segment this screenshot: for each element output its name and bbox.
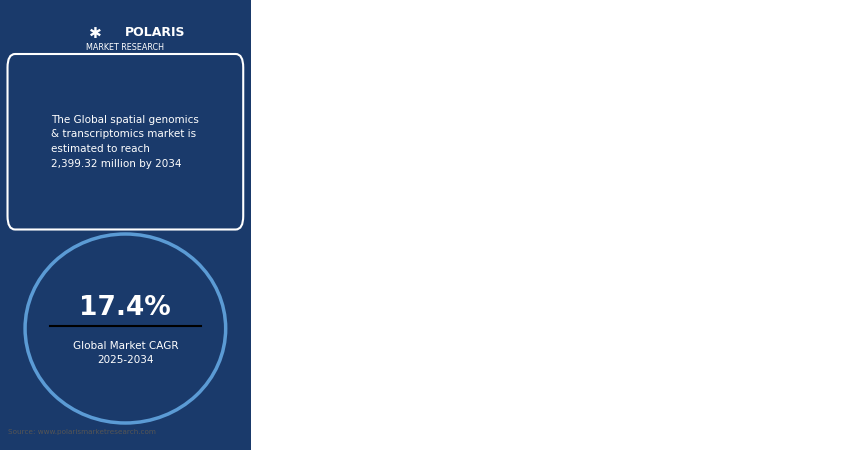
Bar bbox=[497, 312, 521, 314]
Bar bbox=[422, 328, 446, 332]
Bar bbox=[422, 325, 446, 326]
Bar bbox=[460, 328, 484, 336]
Bar bbox=[571, 294, 595, 296]
Bar bbox=[757, 201, 781, 207]
Bar bbox=[311, 345, 335, 351]
Text: The Global spatial genomics
& transcriptomics market is
estimated to reach
2,399: The Global spatial genomics & transcript… bbox=[52, 115, 199, 169]
Bar bbox=[385, 341, 410, 351]
Bar bbox=[720, 261, 744, 294]
Bar bbox=[348, 343, 372, 351]
Bar bbox=[683, 261, 707, 277]
Bar bbox=[497, 333, 521, 351]
Text: 17.4%: 17.4% bbox=[80, 295, 171, 321]
Bar bbox=[385, 329, 410, 330]
Bar bbox=[757, 242, 781, 282]
Bar bbox=[534, 304, 558, 306]
Ellipse shape bbox=[25, 234, 226, 423]
Bar bbox=[795, 267, 819, 351]
Text: MARKET RESEARCH: MARKET RESEARCH bbox=[87, 43, 164, 52]
Bar bbox=[609, 290, 632, 301]
Bar bbox=[497, 314, 521, 317]
Bar bbox=[757, 207, 781, 219]
Bar bbox=[274, 340, 297, 341]
Bar bbox=[348, 336, 372, 338]
Bar bbox=[720, 242, 744, 261]
Bar bbox=[422, 332, 446, 339]
Bar bbox=[795, 169, 819, 176]
Bar bbox=[683, 253, 707, 261]
Bar bbox=[609, 319, 632, 351]
Bar bbox=[646, 267, 670, 270]
Text: Spatial Genomics & Transcriptomics Market: Spatial Genomics & Transcriptomics Marke… bbox=[275, 23, 702, 41]
Bar bbox=[385, 330, 410, 332]
Bar bbox=[795, 190, 819, 219]
Bar bbox=[348, 338, 372, 343]
Bar bbox=[274, 343, 297, 346]
Bar bbox=[609, 282, 632, 284]
Text: Note: The images shown are for illustration purposes only and may not be an exac: Note: The images shown are for illustrat… bbox=[289, 429, 689, 435]
Bar bbox=[646, 277, 670, 290]
Text: POLARIS: POLARIS bbox=[125, 26, 185, 39]
Text: Source: www.polarismarketresearch.com: Source: www.polarismarketresearch.com bbox=[8, 429, 156, 435]
Bar bbox=[571, 296, 595, 301]
Bar bbox=[274, 346, 297, 351]
Bar bbox=[385, 332, 410, 335]
Legend: North America, Europe, Asia Pacific, Middle East & Africa, Latin America: North America, Europe, Asia Pacific, Mid… bbox=[308, 371, 793, 381]
Bar bbox=[646, 290, 670, 312]
Bar bbox=[720, 233, 744, 242]
Bar bbox=[609, 284, 632, 290]
Bar bbox=[348, 334, 372, 336]
Bar bbox=[646, 270, 670, 277]
Bar bbox=[422, 339, 446, 351]
Bar bbox=[571, 324, 595, 351]
Bar bbox=[497, 317, 521, 323]
Text: Global Market CAGR
2025-2034: Global Market CAGR 2025-2034 bbox=[72, 341, 178, 365]
Bar bbox=[683, 304, 707, 351]
Bar bbox=[311, 341, 335, 345]
Bar bbox=[460, 319, 484, 320]
Bar bbox=[311, 338, 335, 339]
Bar bbox=[683, 277, 707, 304]
Bar bbox=[534, 317, 558, 329]
Bar bbox=[757, 282, 781, 351]
Bar bbox=[497, 323, 521, 333]
Bar bbox=[534, 329, 558, 351]
Text: Size, By Region, 2020 - 2034 (USD Million): Size, By Region, 2020 - 2034 (USD Millio… bbox=[275, 60, 517, 70]
Bar bbox=[571, 301, 595, 309]
Bar bbox=[795, 219, 819, 267]
Bar bbox=[646, 312, 670, 351]
Bar bbox=[460, 323, 484, 328]
Bar bbox=[571, 309, 595, 324]
Bar bbox=[683, 249, 707, 253]
Bar bbox=[311, 339, 335, 341]
Bar bbox=[385, 335, 410, 341]
Bar bbox=[534, 310, 558, 317]
Bar bbox=[795, 176, 819, 190]
Text: 483.64: 483.64 bbox=[449, 303, 488, 313]
Bar bbox=[609, 301, 632, 319]
Text: ✱: ✱ bbox=[89, 26, 102, 41]
Bar bbox=[720, 227, 744, 233]
FancyBboxPatch shape bbox=[8, 54, 243, 230]
Bar bbox=[460, 320, 484, 323]
Bar bbox=[422, 326, 446, 328]
Bar bbox=[757, 219, 781, 242]
Bar bbox=[534, 306, 558, 310]
Bar bbox=[274, 341, 297, 343]
Bar bbox=[460, 336, 484, 351]
Bar bbox=[720, 294, 744, 351]
